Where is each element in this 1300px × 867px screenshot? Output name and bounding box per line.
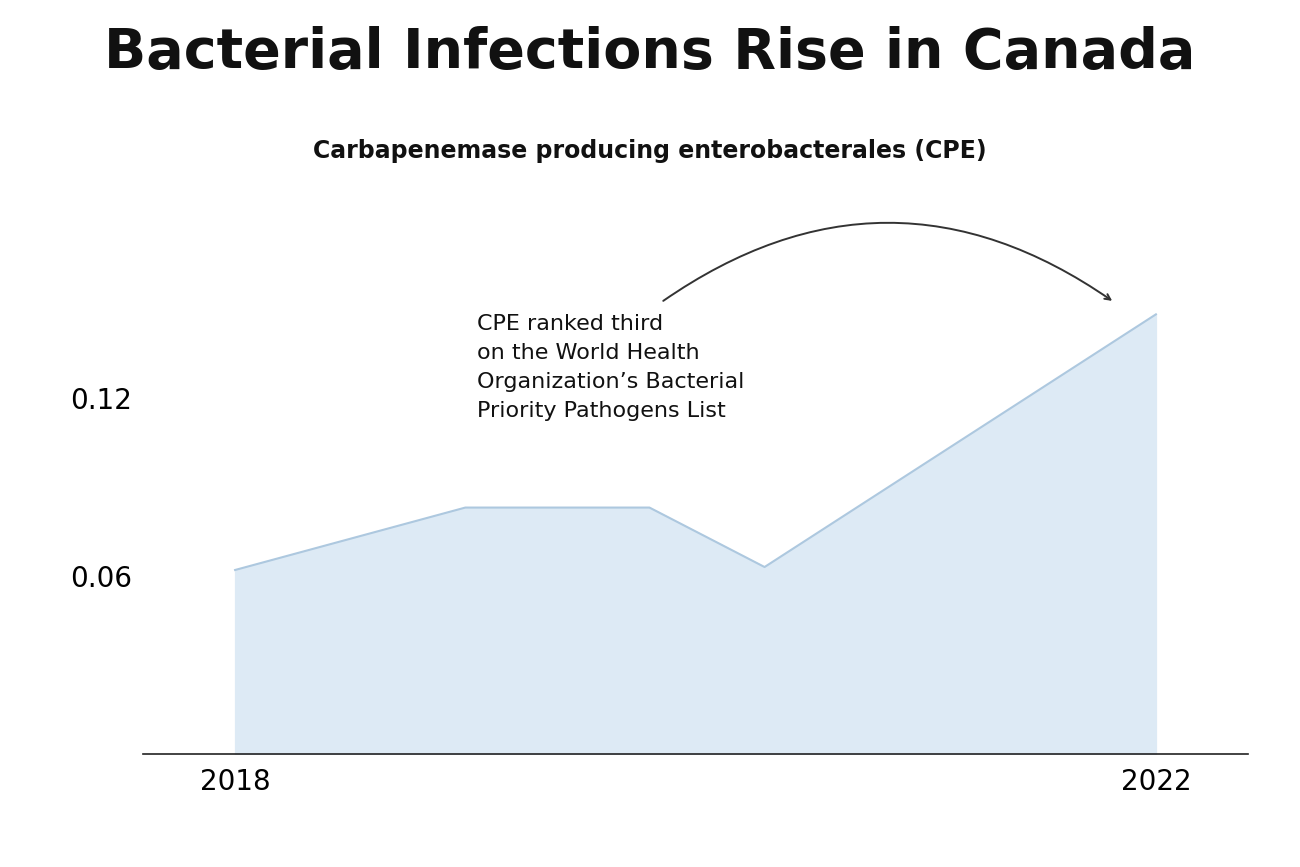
Text: CPE ranked third
on the World Health
Organization’s Bacterial
Priority Pathogens: CPE ranked third on the World Health Org… [477, 315, 744, 420]
Text: Carbapenemase producing enterobacterales (CPE): Carbapenemase producing enterobacterales… [313, 139, 987, 163]
Text: Bacterial Infections Rise in Canada: Bacterial Infections Rise in Canada [104, 26, 1196, 80]
